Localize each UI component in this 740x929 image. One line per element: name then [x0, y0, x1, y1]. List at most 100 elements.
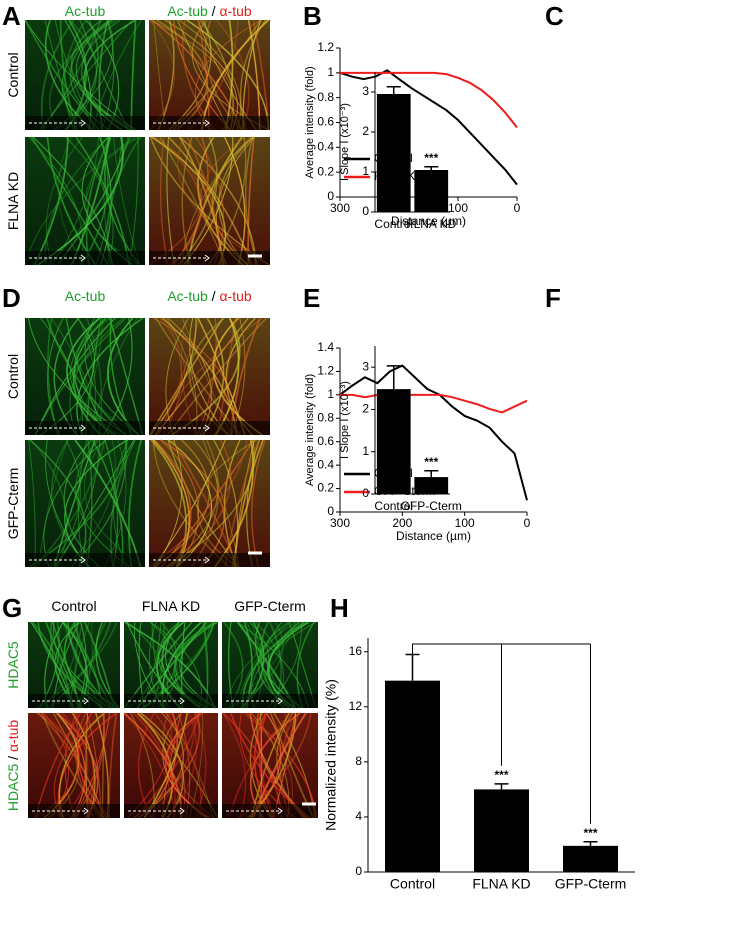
- error-bar: [583, 840, 598, 846]
- fiber: [177, 136, 270, 266]
- column-header: Ac-tub / α-tub: [167, 288, 252, 304]
- fiber: [160, 439, 225, 568]
- bar: [414, 477, 449, 494]
- fiber: [215, 136, 256, 266]
- y-tick-label: 1.2: [317, 40, 334, 54]
- y-tick-label: 0: [362, 204, 369, 218]
- fiber: [152, 439, 230, 568]
- panel-label: C: [545, 1, 564, 31]
- text-segment: GFP-Cterm: [234, 598, 306, 614]
- fiber: [33, 136, 69, 266]
- bar: [563, 845, 618, 872]
- fiber: [128, 136, 139, 266]
- fiber: [191, 439, 220, 568]
- fiber: [51, 136, 100, 266]
- fiber: [207, 136, 247, 266]
- fiber: [148, 136, 203, 266]
- x-tick-label: Control: [374, 499, 413, 513]
- fiber: [46, 136, 97, 266]
- text-segment: HDAC5: [5, 764, 21, 812]
- y-axis-label: Normalized intensity (%): [323, 679, 339, 831]
- y-tick-label: 0.4: [317, 140, 334, 154]
- fiber: [150, 439, 187, 568]
- fiber: [83, 439, 143, 568]
- image-bottom-band: [222, 694, 318, 708]
- x-tick-label: 0: [514, 201, 521, 215]
- fiber: [28, 136, 84, 266]
- bar: [385, 680, 440, 872]
- text-segment: /: [208, 288, 220, 304]
- x-axis-label: Distance (µm): [396, 529, 471, 543]
- fiber: [113, 136, 141, 266]
- fiber: [160, 439, 199, 568]
- fiber: [151, 136, 227, 266]
- fiber: [57, 136, 85, 266]
- fiber: [30, 439, 68, 568]
- fiber: [197, 136, 244, 266]
- y-tick-label: 0: [327, 189, 334, 203]
- fiber: [75, 136, 130, 266]
- error-bar: [386, 86, 401, 94]
- fiber: [51, 439, 90, 568]
- fiber: [56, 136, 131, 266]
- fiber: [159, 136, 227, 266]
- fiber: [112, 439, 129, 568]
- fiber: [55, 439, 101, 568]
- error-bar: [424, 469, 439, 478]
- y-axis-label: Average intensity (fold): [304, 374, 316, 486]
- data-line: [340, 71, 518, 129]
- row-label: GFP-Cterm: [5, 468, 21, 540]
- arrow-head: [80, 424, 86, 432]
- x-tick-label: Control: [390, 876, 435, 892]
- fiber: [127, 439, 142, 568]
- text-segment: Ac-tub: [65, 3, 106, 19]
- fiber: [106, 136, 142, 266]
- fiber: [37, 136, 124, 266]
- bar: [376, 94, 411, 212]
- y-tick-label: 1.4: [317, 340, 334, 354]
- panel-label: E: [303, 283, 320, 313]
- fiber: [70, 136, 110, 266]
- arrow-head: [204, 254, 210, 262]
- fiber: [49, 439, 81, 568]
- significance-label: ***: [494, 768, 508, 782]
- fiber: [81, 136, 134, 266]
- column-header: Ac-tub / α-tub: [167, 3, 252, 19]
- panel-label: G: [2, 593, 22, 623]
- arrow-head: [83, 807, 89, 815]
- fiber: [28, 439, 36, 568]
- text-segment: GFP-Cterm: [5, 468, 21, 540]
- fiber: [74, 439, 142, 568]
- bar: [414, 170, 449, 212]
- y-tick-label: 16: [349, 644, 363, 658]
- panel-label: F: [545, 283, 561, 313]
- comparison-bracket: [412, 643, 591, 824]
- row-label: FLNA KD: [5, 172, 21, 230]
- fiber: [32, 136, 113, 266]
- y-tick-label: 8: [355, 754, 362, 768]
- fiber: [223, 136, 246, 266]
- arrow-head: [179, 807, 185, 815]
- fiber: [247, 136, 255, 266]
- arrow-head: [80, 254, 86, 262]
- arrow-head: [80, 119, 86, 127]
- fiber: [85, 136, 140, 266]
- text-segment: /: [5, 752, 21, 764]
- column-header: FLNA KD: [142, 598, 200, 614]
- x-tick-label: GFP-Cterm: [555, 876, 627, 892]
- fiber: [196, 439, 257, 568]
- fiber: [183, 136, 234, 266]
- arrow-head: [277, 807, 283, 815]
- text-segment: α-tub: [219, 288, 251, 304]
- error-bar: [386, 365, 401, 390]
- arrow-head: [83, 697, 89, 705]
- fiber: [44, 136, 110, 266]
- fiber: [223, 439, 241, 568]
- fiber: [104, 439, 127, 568]
- row-label: Control: [5, 52, 21, 97]
- y-tick-label: 4: [355, 809, 362, 823]
- text-segment: FLNA KD: [5, 172, 21, 230]
- fiber: [245, 136, 259, 266]
- fiber: [195, 136, 225, 266]
